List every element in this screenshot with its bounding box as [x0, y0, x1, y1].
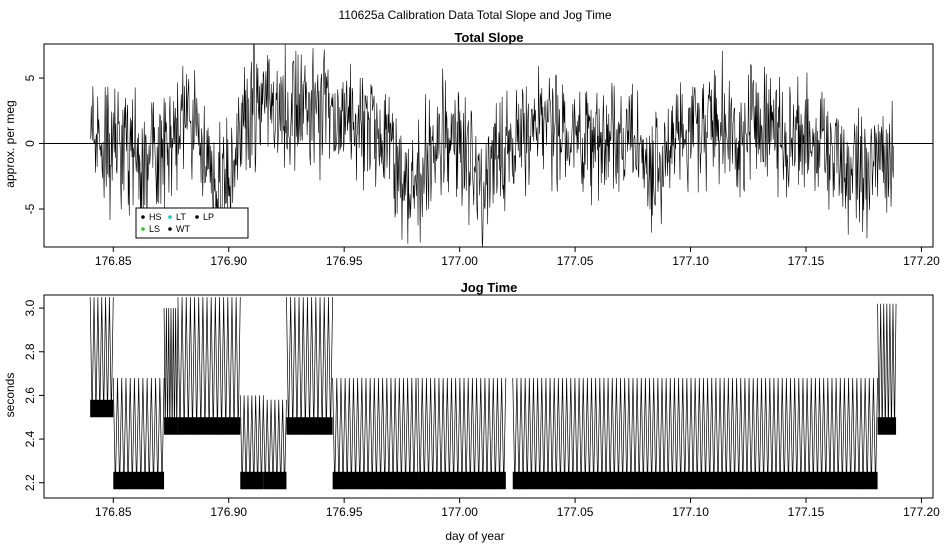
total-slope-y-tick-label: 5	[23, 74, 37, 81]
jog-time-series-segment	[89, 297, 114, 418]
jog-time-series-segment	[239, 395, 264, 490]
jog-time-panel: Jog Time seconds day of year 176.85 176.9…	[3, 280, 940, 543]
legend-entry-ls: LS	[141, 224, 160, 234]
total-slope-plot-frame	[43, 43, 934, 248]
jog-time-series-segment	[163, 308, 179, 435]
jog-time-y-tick-label: 2.4	[23, 430, 37, 447]
legend-marker-wt	[168, 227, 172, 231]
total-slope-x-tick-label: 177.20	[903, 254, 940, 268]
jog-time-ylabel: seconds	[3, 373, 17, 418]
legend: HS LS LT WT LP	[135, 207, 249, 239]
jog-time-series-segment	[332, 377, 419, 490]
jog-time-x-tick-label: 177.15	[788, 505, 825, 519]
jog-time-dense-band	[418, 471, 506, 490]
jog-time-series-segment	[112, 377, 165, 490]
legend-marker-lp	[195, 215, 199, 219]
jog-time-x-tick-label: 177.00	[441, 505, 478, 519]
jog-time-y-tick-label: 3.0	[23, 299, 37, 316]
jog-time-y-tick-label: 2.6	[23, 387, 37, 404]
jog-time-axes: 176.85 176.90 176.95 177.00 177.05 177.10 177.…	[23, 294, 940, 519]
total-slope-series-line	[89, 44, 895, 247]
jog-time-dense-band	[240, 471, 264, 490]
total-slope-x-tick-label: 177.15	[788, 254, 825, 268]
total-slope-x-tick-label: 176.90	[210, 254, 247, 268]
jog-time-dense-band	[512, 471, 878, 490]
legend-label-lt: LT	[176, 212, 186, 222]
total-slope-title: Total Slope	[454, 30, 523, 45]
jog-time-marks	[89, 297, 897, 490]
legend-entry-wt: WT	[168, 224, 190, 234]
jog-time-x-tick-label: 177.05	[557, 505, 594, 519]
jog-time-series-segment	[263, 399, 287, 490]
jog-time-y-tick-label: 2.8	[23, 343, 37, 360]
total-slope-x-tick-label: 176.95	[326, 254, 363, 268]
jog-time-dense-band	[286, 417, 333, 435]
jog-time-x-tick-label: 176.85	[95, 505, 132, 519]
legend-label-lp: LP	[203, 212, 214, 222]
jog-time-plot-area	[89, 297, 897, 490]
jog-time-title: Jog Time	[461, 280, 518, 295]
total-slope-y-tick-label: 0	[23, 140, 37, 147]
legend-marker-ls	[141, 227, 145, 231]
jog-time-plot-frame	[43, 294, 934, 499]
legend-marker-lt	[168, 215, 172, 219]
jog-time-x-tick-label: 177.20	[903, 505, 940, 519]
jog-time-xlabel: day of year	[445, 529, 504, 543]
legend-entry-hs: HS	[141, 212, 162, 222]
legend-entry-lp: LP	[195, 212, 214, 222]
total-slope-ylabel: approx. per meg	[3, 100, 17, 187]
total-slope-x-tick-label: 177.05	[557, 254, 594, 268]
jog-time-x-tick-label: 177.10	[672, 505, 709, 519]
total-slope-x-tick-label: 177.10	[672, 254, 709, 268]
jog-time-x-tick-label: 176.95	[326, 505, 363, 519]
total-slope-x-tick-label: 176.85	[95, 254, 132, 268]
jog-time-y-tick-label: 2.2	[23, 474, 37, 491]
figure-title: 110625a Calibration Data Total Slope and…	[338, 8, 611, 22]
jog-time-series-segment	[417, 377, 507, 490]
jog-time-dense-band	[877, 417, 897, 435]
legend-entry-lt: LT	[168, 212, 186, 222]
jog-time-dense-band	[90, 399, 114, 418]
jog-time-series-segment	[177, 297, 241, 435]
jog-time-dense-band	[263, 471, 287, 490]
legend-label-ls: LS	[149, 224, 160, 234]
total-slope-axes: 176.85 176.90 176.95 177.00 177.05 177.10 177.…	[23, 43, 940, 268]
jog-time-dense-band	[332, 471, 419, 490]
legend-label-hs: HS	[149, 212, 162, 222]
legend-marker-hs	[141, 215, 145, 219]
total-slope-x-tick-label: 177.00	[441, 254, 478, 268]
jog-time-dense-band	[113, 471, 165, 490]
jog-time-dense-band	[164, 417, 178, 435]
total-slope-marks	[44, 44, 933, 247]
jog-time-series-segment	[286, 297, 333, 435]
jog-time-x-tick-label: 176.90	[210, 505, 247, 519]
jog-time-series-segment	[877, 303, 897, 435]
legend-label-wt: WT	[176, 224, 190, 234]
total-slope-plot-area	[44, 44, 933, 247]
jog-time-dense-band	[177, 417, 241, 435]
total-slope-y-tick-label: -5	[23, 203, 37, 214]
total-slope-panel: Total Slope approx. per meg 176.85 176.90…	[3, 30, 940, 268]
jog-time-series-segment	[512, 377, 878, 490]
legend-box	[135, 207, 249, 239]
